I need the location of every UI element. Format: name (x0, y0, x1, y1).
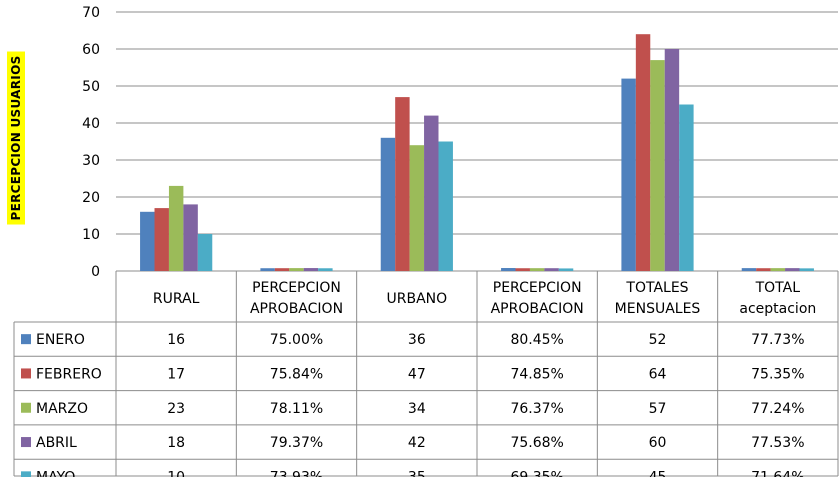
bar (289, 268, 304, 271)
table-cell: 35 (408, 469, 426, 477)
legend-label: FEBRERO (36, 366, 102, 382)
bar (741, 268, 757, 271)
bar (756, 268, 771, 271)
table-cell: 71.64% (751, 469, 804, 477)
bar (558, 268, 574, 271)
category-label: APROBACION (250, 301, 343, 317)
table-cell: 73.93% (270, 469, 323, 477)
legend-swatch (21, 402, 31, 413)
bar (515, 268, 530, 271)
table-cell: 80.45% (510, 332, 563, 348)
table-cell: 60 (649, 435, 667, 451)
bar (154, 208, 169, 271)
legend-swatch (21, 437, 31, 448)
category-label: TOTAL (755, 280, 801, 296)
bar (260, 268, 275, 271)
table-cell: 75.00% (270, 332, 323, 348)
bar (785, 268, 800, 271)
y-axis-title-wrap: PERCEPCION USUARIOS (2, 38, 30, 238)
bar (438, 141, 453, 271)
table-cell: 77.53% (751, 435, 804, 451)
legend-label: ABRIL (36, 435, 77, 451)
y-tick-label: 60 (82, 42, 100, 58)
table-cell: 74.85% (510, 366, 563, 382)
bar (140, 211, 155, 271)
table-cell: 16 (167, 332, 185, 348)
legend-label: MAYO (36, 469, 75, 477)
legend-swatch (21, 368, 31, 379)
table-cell: 17 (167, 366, 185, 382)
category-label: URBANO (387, 291, 448, 307)
table-cell: 36 (408, 332, 426, 348)
legend-label: ENERO (36, 332, 85, 348)
y-tick-label: 30 (82, 153, 100, 169)
table-cell: 75.35% (751, 366, 804, 382)
bar (197, 234, 213, 271)
table-cell: 10 (167, 469, 185, 477)
bar (395, 97, 410, 271)
table-cell: 78.11% (270, 401, 323, 417)
table-cell: 77.24% (751, 401, 804, 417)
y-tick-label: 0 (91, 264, 100, 280)
y-tick-label: 50 (82, 79, 100, 95)
bar (183, 204, 198, 271)
category-label: RURAL (153, 291, 200, 307)
category-label: MENSUALES (615, 301, 701, 317)
bar (168, 185, 184, 271)
legend-swatch (21, 334, 31, 345)
table-cell: 75.84% (270, 366, 323, 382)
table-cell: 79.37% (270, 435, 323, 451)
bar (303, 268, 319, 271)
y-tick-label: 70 (82, 5, 100, 21)
table-cell: 23 (167, 401, 185, 417)
category-label: TOTALES (625, 280, 688, 296)
bar (544, 268, 559, 271)
bar (318, 268, 333, 271)
table-cell: 57 (649, 401, 667, 417)
bar (529, 268, 545, 271)
bar (635, 34, 651, 272)
bar (650, 60, 665, 271)
table-cell: 75.68% (510, 435, 563, 451)
bar (770, 268, 786, 271)
bar (424, 115, 439, 271)
bar (409, 145, 425, 271)
table-cell: 64 (649, 366, 667, 382)
bar (501, 268, 516, 271)
table-cell: 18 (167, 435, 185, 451)
y-axis-title: PERCEPCION USUARIOS (7, 51, 25, 225)
bar (274, 268, 290, 271)
category-label: APROBACION (491, 301, 584, 317)
table-cell: 76.37% (510, 401, 563, 417)
y-tick-label: 20 (82, 190, 100, 206)
bar (621, 78, 636, 271)
bar (799, 268, 814, 271)
table-cell: 77.73% (751, 332, 804, 348)
bar (679, 104, 694, 271)
bar (380, 137, 396, 271)
legend-label: MARZO (36, 401, 88, 417)
y-tick-label: 10 (82, 227, 100, 243)
table-cell: 45 (649, 469, 667, 477)
legend-swatch (21, 471, 31, 477)
table-cell: 52 (649, 332, 667, 348)
category-label: aceptacion (739, 301, 816, 317)
table-cell: 69.35% (510, 469, 563, 477)
table-cell: 42 (408, 435, 426, 451)
table-cell: 47 (408, 366, 426, 382)
bar (664, 49, 680, 271)
category-label: PERCEPCION (493, 280, 582, 296)
y-tick-label: 40 (82, 116, 100, 132)
table-cell: 34 (408, 401, 426, 417)
category-label: PERCEPCION (252, 280, 341, 296)
